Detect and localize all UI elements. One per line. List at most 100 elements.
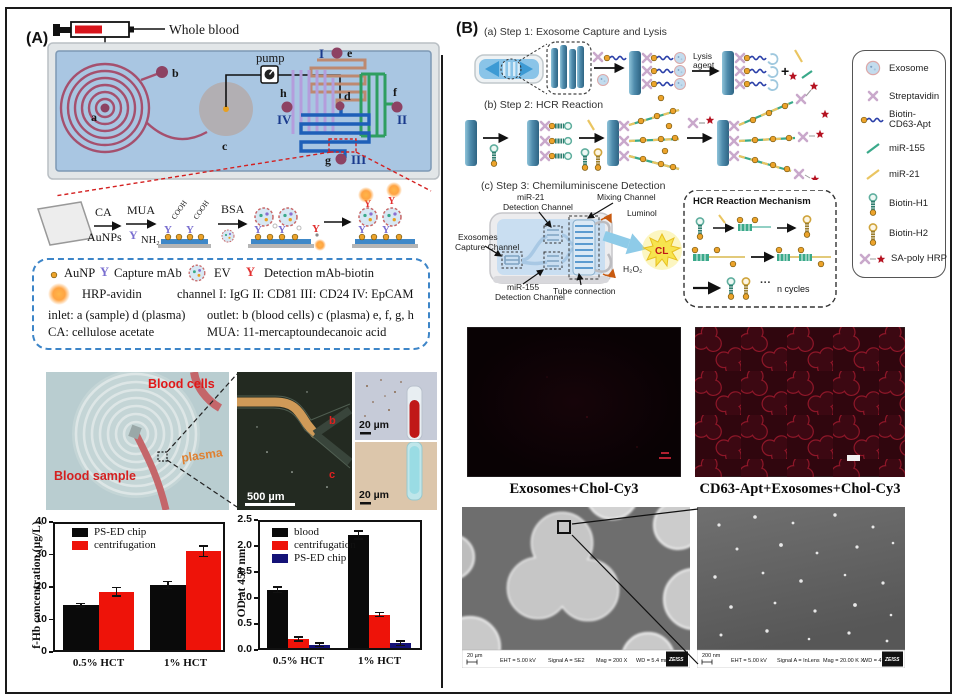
error-bar-cap (354, 538, 363, 540)
captured-exosomes (641, 52, 686, 90)
error-bar-cap (163, 580, 173, 583)
error-bar (378, 612, 381, 617)
legend-ev: EV (214, 266, 231, 280)
hcr-title: HCR Reaction Mechanism (693, 196, 811, 207)
chart-legend-swatch (272, 541, 288, 550)
error-bar (115, 587, 117, 597)
hcr-chains (618, 94, 680, 171)
biotin-h2-icon (868, 223, 878, 247)
bar (98, 591, 134, 650)
chart-legend-label: PS-ED chip (294, 552, 347, 564)
legend-biotin-h2: Biotin-H2 (889, 228, 929, 239)
svg-text:Y: Y (364, 199, 372, 210)
figure-border (5, 7, 952, 694)
port-g-label: g (325, 153, 331, 167)
chart-y-tick-label: 2.0 (237, 539, 252, 551)
channel-iv-label: IV (277, 112, 292, 127)
chart-x-tick-label: 1% HCT (357, 655, 402, 667)
panel-divider (441, 55, 443, 688)
error-bar-cap (273, 591, 282, 594)
chart-legend-swatch (72, 541, 88, 550)
chart-x-tick-label: 1% HCT (163, 657, 208, 669)
legend-cd63-line1: Biotin- (889, 109, 916, 120)
sem-info-bar: 20 µm EHT = 5.00 kV Signal A = SE2 Mag =… (462, 649, 690, 668)
step1-title: (a) Step 1: Exosome Capture and Lysis (484, 26, 667, 38)
panel-a-label: (A) (26, 30, 49, 47)
exosome-particles (713, 513, 895, 643)
legend-exosome: Exosome (889, 63, 929, 74)
spiral-channel (59, 62, 208, 154)
error-bar-cap (163, 587, 173, 590)
biotin-cd63-apt-icon (860, 116, 884, 124)
chart-y-tick-label: 0 (41, 645, 47, 657)
chem-ca-label: CA (95, 205, 112, 219)
mir-21-icon (866, 169, 880, 180)
fluorescence-image-cd63 (695, 327, 905, 477)
sem-right-signal: Signal A = InLens (777, 658, 820, 664)
error-bar-cap (294, 640, 303, 642)
chart-y-tick-mark (49, 586, 53, 588)
chart-y-tick-mark (254, 571, 258, 573)
legend-mir21: miR-21 (889, 169, 920, 180)
detection-mab-icon: Y (246, 265, 256, 279)
mir-21-icon (794, 49, 803, 63)
exosome-icon (865, 60, 881, 76)
capture-mab-icon: Y (100, 265, 110, 279)
legend-ca: CA: cellulose acetate (48, 325, 155, 339)
pump-icon (260, 65, 279, 84)
mir21-channel-label-1: miR-21 (517, 192, 545, 202)
chem-nh2-label: NH₂ (141, 235, 160, 246)
photo-b-label: b (329, 415, 336, 427)
chart-y-tick-mark (254, 545, 258, 547)
error-bar-cap (111, 595, 121, 597)
chart-y-tick-label: 0.5 (237, 617, 252, 629)
chart-y-tick-label: 0.0 (237, 643, 252, 655)
sem-left-scale: 20 µm (467, 653, 483, 659)
mir155-channel-label-2: Detection Channel (495, 292, 565, 302)
chem-aunps-label: AuNPs (87, 230, 122, 244)
photo-bifurcation-microscope: b c 500 µm (237, 372, 352, 510)
chart-legend-label: PS-ED chip (94, 526, 147, 538)
photo-spiral-chip: Blood cells plasma Blood sample (46, 372, 229, 510)
chart-x-tick-label: 0.5% HCT (272, 655, 325, 667)
port-h-label: h (280, 86, 287, 100)
lysis-agent-label-1: Lysis (693, 51, 712, 61)
zeiss-logo: ZEISS (668, 657, 684, 663)
sem-right-mag: Mag = 20.00 K X (823, 658, 864, 664)
chart-y-tick-mark (254, 623, 258, 625)
chart-legend-label: blood (294, 526, 320, 538)
chart-y-tick-mark (49, 651, 53, 653)
legend-hrp: HRP-avidin (82, 287, 142, 301)
lysis-agent-label-2: agent (693, 60, 715, 70)
error-bar-cap (111, 586, 121, 589)
error-bar-cap (354, 530, 363, 532)
svg-text:Y: Y (278, 224, 286, 236)
channel-i-label: I (319, 46, 324, 61)
photo-blood-sample-label: Blood sample (54, 469, 136, 483)
chart-y-tick-label: 20 (35, 580, 47, 592)
zeiss-logo: ZEISS (884, 657, 900, 663)
sem-info-bar: 200 nm EHT = 5.00 kV Signal A = InLens M… (697, 649, 905, 668)
fluor-left-caption: Exosomes+Chol-Cy3 (509, 481, 639, 497)
port-f-label: f (393, 85, 398, 99)
fluor-right-caption: CD63-Apt+Exosomes+Chol-Cy3 (699, 481, 901, 497)
chart-y-tick-mark (49, 521, 53, 523)
chart-legend-swatch (272, 554, 288, 563)
step3-chip (489, 212, 616, 284)
error-bar-cap (198, 555, 208, 558)
legend-sa-poly-hrp: SA-poly HRP (891, 253, 947, 264)
cl-arrow (602, 231, 646, 255)
bar (150, 585, 186, 650)
step3-diagram: CL miR-21 Detection Channel Mixing Chann… (455, 190, 837, 308)
chart-y-tick-label: 2.5 (237, 513, 252, 525)
sem-left-mag: Mag = 200 X (596, 658, 628, 664)
chart-y-tick-label: 1.5 (237, 565, 252, 577)
sem-right-eht: EHT = 5.00 kV (731, 658, 767, 664)
svg-text:Y: Y (186, 224, 194, 236)
chem-mua-label: MUA (127, 203, 155, 217)
surface-chemistry-diagram: CA AuNPs MUA Y NH₂ Y Y COOH COOH BSA (37, 182, 418, 251)
svg-text:Y: Y (382, 224, 390, 236)
chart-legend-swatch (72, 528, 88, 537)
hcr-n-cycles: n cycles (777, 284, 810, 294)
syringe-icon (53, 21, 134, 38)
